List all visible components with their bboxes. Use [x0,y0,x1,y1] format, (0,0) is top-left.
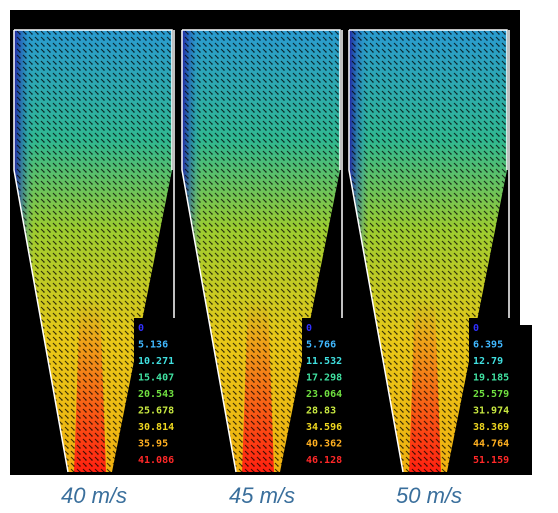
cyclone-panel: 0 6.395 12.79 19.185 25.579 31.974 38.369 44.76… [348,29,517,473]
legend-value: 34.596 [306,422,342,433]
legend-value: 51.159 [473,455,509,466]
vector-arrows [182,30,340,472]
legend-value: 20.543 [138,389,174,400]
legend-value: 38.369 [473,422,509,433]
legend-value: 35.95 [138,439,168,450]
legend-value: 30.814 [138,422,174,433]
legend-box [302,318,350,472]
legend-value: 0 [306,323,312,334]
legend-value: 44.764 [473,439,509,450]
legend-value: 40.362 [306,439,342,450]
legend-value: 28.83 [306,406,336,417]
legend-box [469,318,517,472]
legend-value: 31.974 [473,406,509,417]
cyclone-outline [181,29,341,473]
legend-value: 12.79 [473,356,503,367]
cyclone-outline [13,29,173,473]
plot-background [520,325,532,475]
legend-value: 10.271 [138,356,174,367]
vector-arrows [14,30,172,472]
legend-value: 15.407 [138,373,174,384]
cyclone-panel: 0 5.766 11.532 17.298 23.064 28.83 34.596 40.36… [181,29,350,473]
legend-box [134,318,182,472]
legend-value: 5.136 [138,340,168,351]
cyclone-panel: 0 5.136 10.271 15.407 20.543 25.678 30.814 35.9… [13,29,182,473]
legend-value: 41.086 [138,455,174,466]
legend-value: 46.128 [306,455,342,466]
legend-value: 25.579 [473,389,509,400]
legend-value: 17.298 [306,373,342,384]
legend-value: 19.185 [473,373,509,384]
panel-caption: 40 m/s [61,483,127,508]
panel-caption: 45 m/s [229,483,295,508]
panel-caption: 50 m/s [396,483,462,508]
legend-value: 0 [473,323,479,334]
legend-value: 0 [138,323,144,334]
legend-value: 6.395 [473,340,503,351]
legend-value: 5.766 [306,340,336,351]
legend-value: 23.064 [306,389,342,400]
cyclone-outline [348,29,508,473]
vector-arrows [349,30,507,472]
legend-value: 11.532 [306,356,342,367]
legend-value: 25.678 [138,406,174,417]
